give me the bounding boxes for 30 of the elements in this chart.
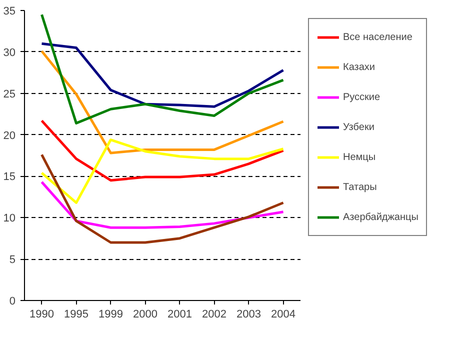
x-tick-label: 2001 [168, 308, 192, 320]
x-tick-label: 1995 [64, 308, 88, 320]
x-tick-label: 1990 [30, 308, 54, 320]
line-series [40, 119, 284, 182]
x-tick-label: 2002 [202, 308, 226, 320]
legend-label: Немцы [343, 152, 376, 162]
legend-label: Казахи [343, 62, 376, 72]
y-tick-label: 30 [3, 46, 16, 59]
line-series [40, 13, 284, 124]
legend-label: Азербайджанцы [343, 212, 418, 222]
y-tick-label: 25 [3, 88, 16, 100]
y-tick-label: 35 [3, 6, 16, 18]
line-series [40, 42, 284, 108]
x-tick-label: 2003 [236, 308, 261, 320]
line-series [40, 153, 284, 244]
x-tick-label: 2004 [271, 308, 296, 320]
y-tick-label: 0 [9, 296, 16, 308]
y-tick-label: 15 [3, 171, 16, 184]
y-tick-label: 5 [9, 254, 16, 266]
line-series [40, 138, 284, 204]
legend-label: Русские [343, 92, 380, 102]
x-tick-label: 2000 [133, 308, 158, 320]
legend-label: Узбеки [343, 122, 374, 132]
x-tick-label: 1999 [98, 308, 123, 320]
line-series [40, 180, 284, 229]
y-tick-label: 20 [3, 130, 16, 142]
legend-label: Все население [343, 32, 412, 42]
y-tick-label: 10 [3, 212, 16, 225]
line-series [40, 50, 284, 154]
legend-label: Татары [343, 182, 377, 192]
